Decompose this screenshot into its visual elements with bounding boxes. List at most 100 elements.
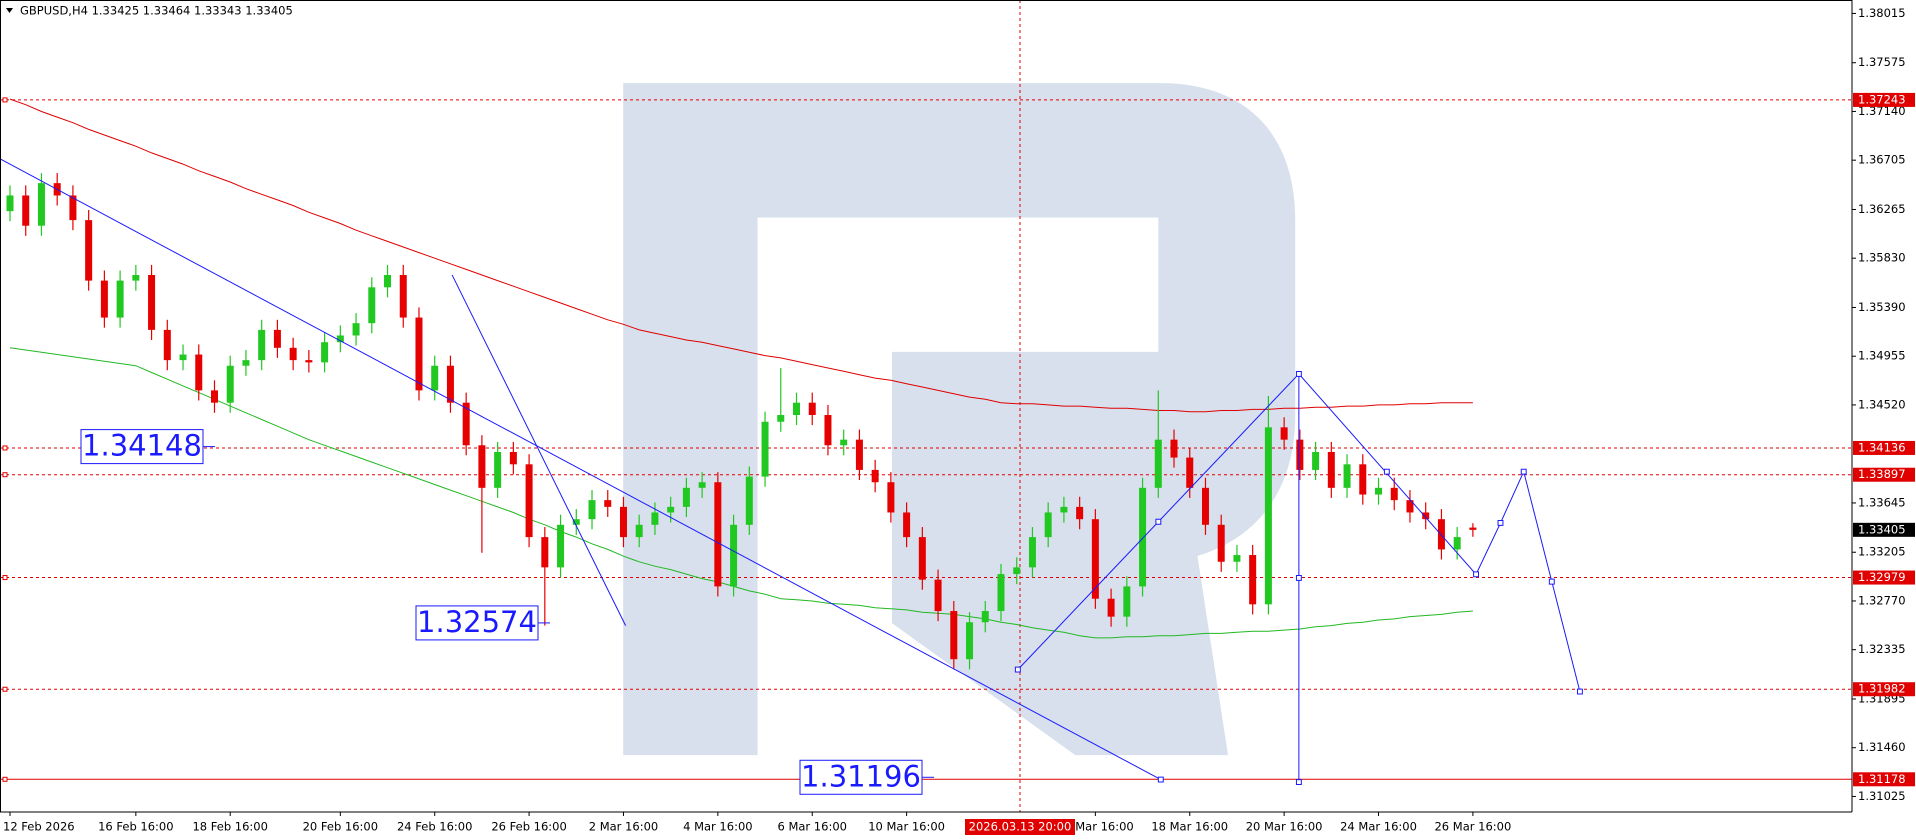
candle-body — [1375, 487, 1383, 495]
watermark — [623, 83, 1296, 756]
candle-body — [619, 506, 627, 538]
level-label-bg — [1853, 772, 1915, 787]
node — [1549, 579, 1554, 584]
candle-body — [1453, 537, 1461, 550]
candle-body — [635, 524, 643, 538]
time-axis-bg — [0, 812, 1916, 840]
candle-body — [1469, 527, 1477, 530]
level-label-bg — [1853, 467, 1915, 482]
candle-body — [226, 365, 234, 403]
level-marker — [2, 776, 8, 782]
x-tick-label: 24 Mar 16:00 — [1340, 820, 1417, 834]
candle-body — [887, 482, 895, 513]
candle-body — [1249, 555, 1257, 605]
chart-title: GBPUSD,H4 1.33425 1.33464 1.33343 1.3340… — [20, 4, 293, 18]
candle-body — [1201, 487, 1209, 525]
candle-body — [557, 524, 565, 568]
node — [1158, 777, 1163, 782]
candle-body — [1437, 519, 1445, 550]
y-tick-label: 1.31460 — [1858, 740, 1906, 754]
candle-body — [1233, 555, 1241, 562]
level-marker — [2, 472, 8, 478]
candle-body — [966, 622, 974, 660]
moving-average — [9, 347, 1473, 639]
annotation-box — [80, 429, 204, 465]
candle-body — [6, 195, 14, 212]
candle-body — [195, 354, 203, 391]
candle-body — [1139, 487, 1147, 587]
candle-body — [273, 329, 281, 348]
candle-body — [352, 323, 360, 336]
x-tick-label: 2 Mar 16:00 — [589, 820, 658, 834]
analysis-drawings — [0, 159, 1582, 785]
drawing-nodes — [1015, 371, 1582, 784]
moving-average — [9, 98, 1473, 413]
candle-body — [258, 329, 266, 361]
candle-body — [808, 402, 816, 416]
trend-line — [0, 159, 1161, 780]
candle-body — [1170, 439, 1178, 458]
y-tick-label: 1.35390 — [1858, 300, 1906, 314]
candle-body — [1154, 439, 1162, 488]
level-marker — [2, 686, 8, 692]
candle-body — [981, 611, 989, 623]
last-price-bg — [1853, 522, 1915, 537]
candle-body — [85, 220, 93, 281]
candle-body — [289, 347, 297, 361]
candle-body — [399, 274, 407, 318]
candle-body — [1327, 451, 1335, 488]
node — [1296, 780, 1301, 785]
candle-body — [446, 365, 454, 403]
candle-body — [336, 335, 344, 343]
annotation-label: 1.31196 — [801, 759, 921, 793]
candle-body — [509, 451, 517, 465]
menu-icon[interactable] — [6, 8, 13, 13]
candle-body — [682, 487, 690, 507]
candle-body — [777, 415, 785, 422]
node — [1296, 371, 1301, 376]
node — [1296, 576, 1301, 581]
price-axis-bg — [1852, 0, 1916, 840]
candle-body — [1013, 567, 1021, 575]
level-label: 1.32979 — [1858, 570, 1906, 584]
annotation-box — [799, 759, 923, 795]
forecast-line — [1018, 374, 1580, 692]
node — [1577, 689, 1582, 694]
candle-body — [934, 579, 942, 612]
candle-body — [793, 402, 800, 416]
candle-body — [1028, 537, 1036, 568]
x-tick-label: 10 Mar 16:00 — [868, 820, 945, 834]
candle-body — [918, 537, 926, 580]
candle-body — [824, 415, 832, 446]
candle-body — [1060, 506, 1068, 513]
level-label-bg — [1853, 570, 1915, 585]
candle-body — [22, 195, 30, 226]
y-tick-label: 1.37575 — [1858, 55, 1906, 69]
level-label-bg — [1853, 92, 1915, 107]
candle-body — [871, 469, 879, 483]
y-tick-label: 1.34955 — [1858, 349, 1906, 363]
node — [1474, 572, 1479, 577]
annotations: 1.34148 1.32574 1.31196 — [80, 429, 934, 795]
candle-body — [431, 365, 439, 391]
candle-body — [368, 287, 376, 324]
level-label: 1.31178 — [1858, 772, 1906, 786]
candle-body — [1343, 464, 1351, 488]
candle-body — [588, 500, 596, 520]
y-tick-label: 1.33205 — [1858, 545, 1906, 559]
candle-body — [305, 360, 313, 363]
candle-body — [855, 439, 863, 470]
x-tick-label: 24 Feb 16:00 — [397, 820, 472, 834]
candle-body — [730, 524, 738, 587]
candle-body — [321, 342, 329, 363]
level-label-bg — [1853, 440, 1915, 455]
moving-averages — [9, 98, 1473, 639]
candle-body — [1312, 451, 1320, 470]
y-tick-label: 1.36265 — [1858, 202, 1906, 216]
node — [1156, 519, 1161, 524]
level-marker — [2, 575, 8, 581]
candle-body — [541, 537, 549, 568]
node — [1498, 521, 1503, 526]
